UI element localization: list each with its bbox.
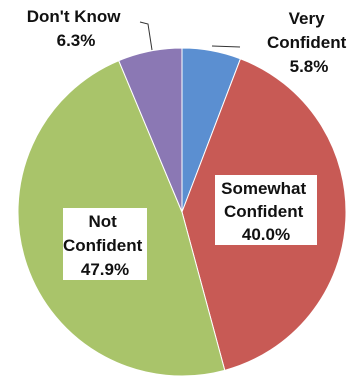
label-box-not-confident [63,208,147,280]
pie-slice-don-t-know [118,47,183,213]
label-somewhat-confident: Somewhat Confident 40.0% [221,179,311,244]
label-not-confident: Not Confident 47.9% [63,212,147,279]
label-box-somewhat-confident [215,175,317,245]
label-dont-know: Don't Know 6.3% [27,7,125,50]
leader-line-dont-know [139,21,153,51]
leader-line-very-confident [211,45,241,48]
label-very-confident-line2: Confident [267,33,347,52]
label-very-confident-value: 5.8% [290,57,329,76]
label-boxes [63,175,317,280]
label-very-confident: Very Confident 5.8% [267,9,351,76]
label-dont-know-line1: Don't Know [27,7,122,26]
label-somewhat-confident-line1: Somewhat [221,179,306,198]
label-not-confident-line1: Not [88,212,117,231]
label-very-confident-line1: Very [289,9,325,28]
label-dont-know-value: 6.3% [57,31,96,50]
label-somewhat-confident-value: 40.0% [242,225,290,244]
label-somewhat-confident-line2: Confident [224,202,304,221]
label-not-confident-value: 47.9% [81,260,129,279]
leader-lines [139,21,241,51]
label-not-confident-line2: Confident [63,236,143,255]
